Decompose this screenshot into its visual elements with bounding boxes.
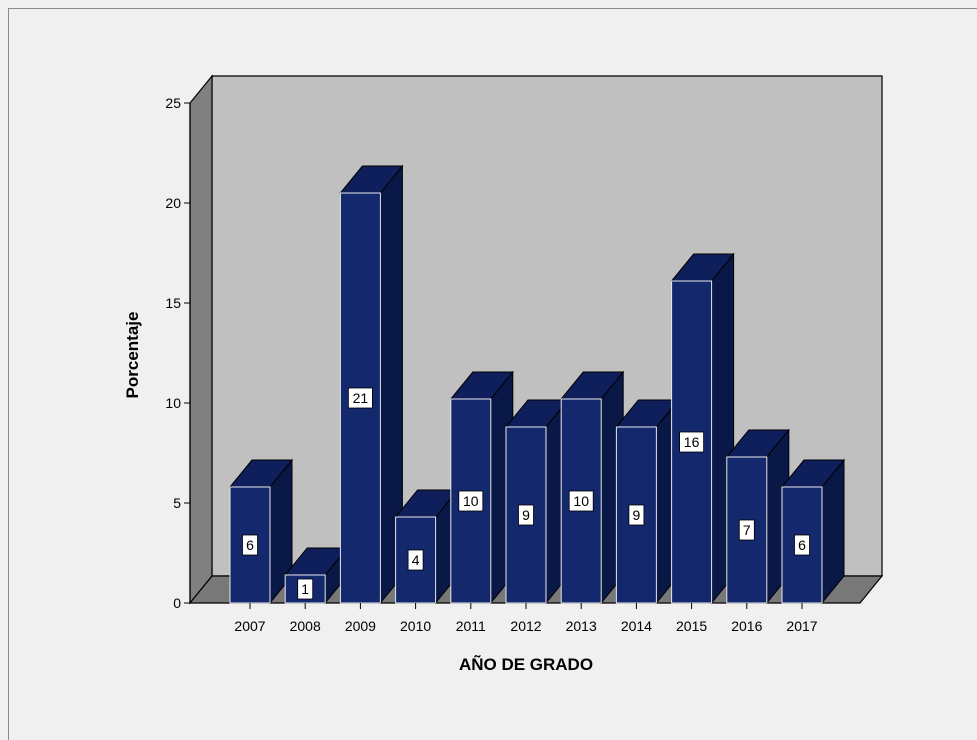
data-label-text: 1 <box>301 581 309 597</box>
data-label-box <box>458 490 484 512</box>
x-tick-label: 2008 <box>290 618 321 634</box>
x-tick-label: 2011 <box>456 618 486 634</box>
data-label-text: 6 <box>798 537 806 553</box>
data-label: 16 <box>679 431 704 453</box>
bar: 16 <box>670 252 735 605</box>
data-label-text: 7 <box>743 522 751 538</box>
x-axis-label: AÑO DE GRADO <box>459 654 593 674</box>
data-label-text: 16 <box>684 434 700 450</box>
data-label: 6 <box>794 534 810 556</box>
data-label-text: 21 <box>353 390 369 406</box>
data-label-text: 10 <box>573 493 589 509</box>
x-tick-label: 2015 <box>676 618 707 634</box>
data-label-text: 9 <box>522 507 530 523</box>
bar: 7 <box>725 428 790 605</box>
x-tick-label: 2016 <box>731 618 762 634</box>
data-label: 10 <box>568 490 594 512</box>
y-tick-label: 15 <box>165 295 181 311</box>
bar: 4 <box>394 488 459 605</box>
data-label-text: 9 <box>633 507 641 523</box>
bar: 9 <box>504 398 570 605</box>
data-label-box <box>242 534 258 556</box>
data-label-box <box>347 387 373 409</box>
data-label: 1 <box>297 578 314 600</box>
bar: 10 <box>560 370 625 605</box>
bar: 6 <box>780 458 846 605</box>
data-label: 4 <box>407 549 424 571</box>
bars: 6 1 21 4 10 9 10 9 16 7 6 <box>228 164 846 605</box>
side-wall <box>189 74 213 605</box>
data-label-text: 6 <box>246 537 254 553</box>
data-label: 21 <box>347 387 373 409</box>
data-label: 6 <box>242 534 258 556</box>
data-label-text: 4 <box>412 552 420 568</box>
x-tick-label: 2007 <box>234 618 265 634</box>
x-tick-label: 2012 <box>510 618 541 634</box>
x-tick-label: 2010 <box>400 618 431 634</box>
bar: 21 <box>339 164 404 605</box>
y-tick-label: 20 <box>165 195 181 211</box>
y-axis: 0 5 10 15 20 25 <box>165 95 191 611</box>
y-tick-label: 0 <box>173 595 181 611</box>
data-label: 10 <box>458 490 484 512</box>
data-label-box <box>794 534 810 556</box>
data-label-text: 10 <box>463 493 479 509</box>
data-label: 7 <box>738 519 755 541</box>
data-label-box <box>407 549 424 571</box>
data-label: 9 <box>518 504 534 526</box>
data-label-box <box>297 578 314 600</box>
y-tick-label: 5 <box>173 495 181 511</box>
data-label-box <box>679 431 704 453</box>
x-tick-label: 2013 <box>566 618 597 634</box>
bar: 10 <box>449 370 514 605</box>
x-tick-label: 2017 <box>786 618 817 634</box>
y-tick-label: 10 <box>165 395 181 411</box>
x-tick-label: 2009 <box>345 618 376 634</box>
y-axis-label: Porcentaje <box>123 312 142 399</box>
x-tick-label: 2014 <box>621 618 652 634</box>
chart-frame <box>8 8 977 740</box>
bar-front <box>505 426 547 604</box>
bar: 6 <box>228 458 294 605</box>
data-label-box <box>518 504 534 526</box>
data-label-box <box>568 490 594 512</box>
y-tick-label: 25 <box>165 95 181 111</box>
x-axis-ticks: 2007 2008 2009 2010 2011 2012 2013 2014 2015 2016… <box>234 603 818 634</box>
data-label-box <box>628 504 645 526</box>
data-label: 9 <box>628 504 645 526</box>
data-label-box <box>738 519 755 541</box>
bar: 9 <box>615 398 680 605</box>
